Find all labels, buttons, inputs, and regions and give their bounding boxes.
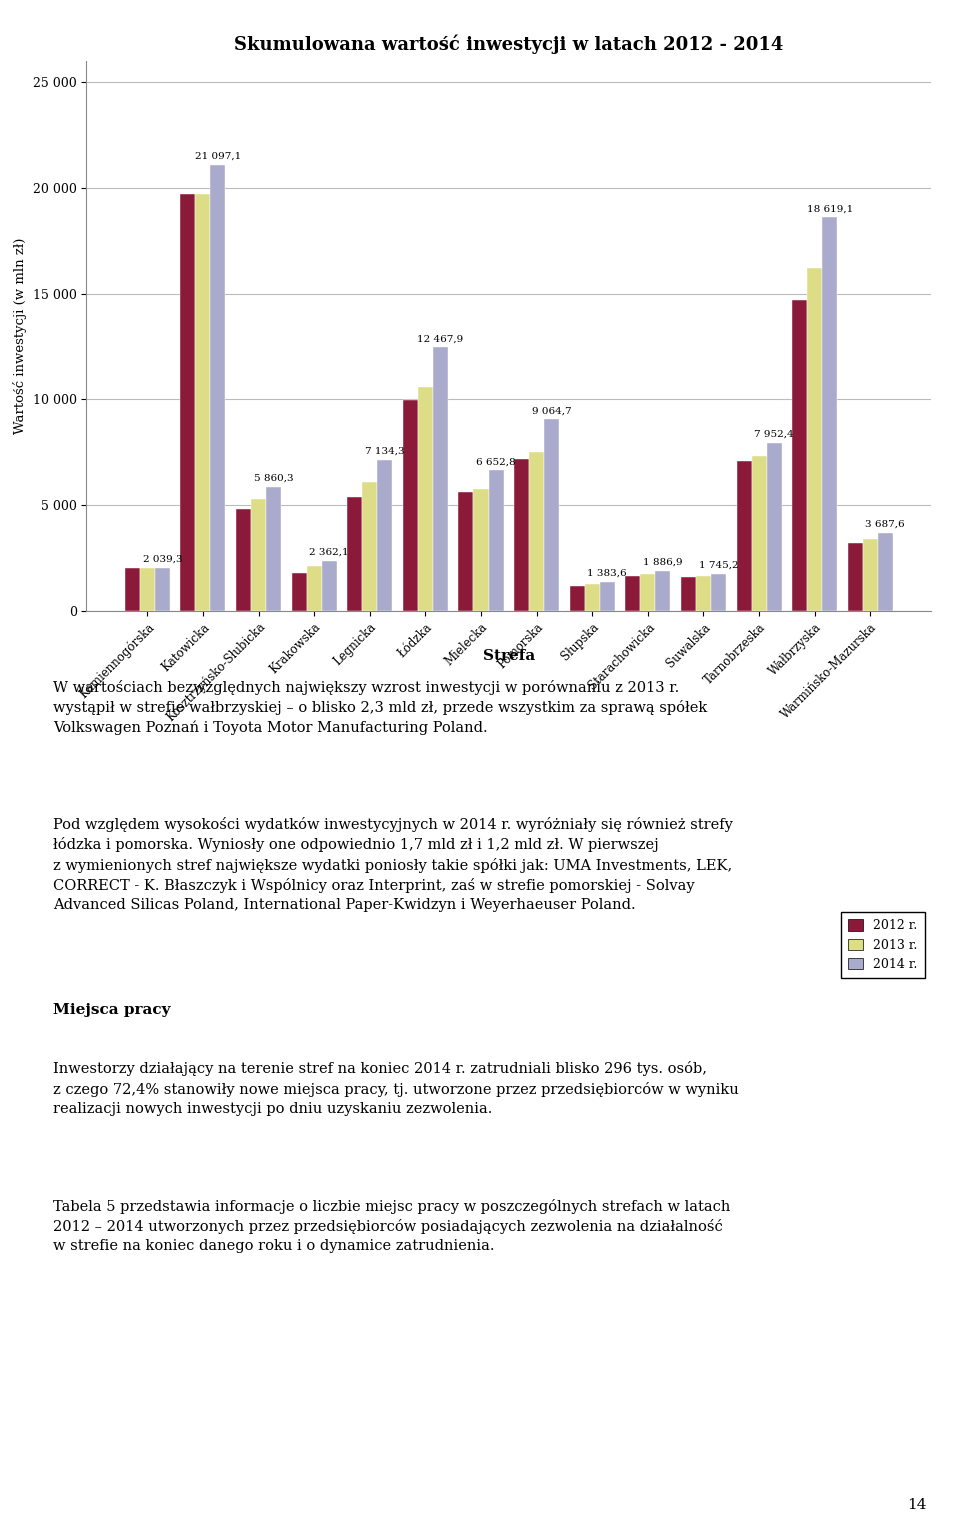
- Bar: [848, 544, 863, 611]
- Bar: [585, 585, 600, 611]
- Text: 21 097,1: 21 097,1: [195, 153, 241, 160]
- Bar: [155, 568, 170, 611]
- Bar: [792, 299, 807, 611]
- Bar: [210, 165, 226, 611]
- Legend: 2012 r., 2013 r., 2014 r.: 2012 r., 2013 r., 2014 r.: [841, 912, 924, 979]
- Bar: [640, 574, 656, 611]
- Bar: [292, 573, 306, 611]
- Text: 2 362,1: 2 362,1: [309, 548, 349, 557]
- Bar: [625, 576, 640, 611]
- Text: Tabela 5 przedstawia informacje o liczbie miejsc pracy w poszczególnych strefach: Tabela 5 przedstawia informacje o liczbi…: [53, 1199, 731, 1254]
- Bar: [681, 577, 696, 611]
- Text: 1 886,9: 1 886,9: [643, 557, 683, 567]
- Bar: [736, 461, 752, 611]
- Bar: [822, 217, 837, 611]
- Text: Inwestorzy działający na terenie stref na koniec 2014 r. zatrudniali blisko 296 : Inwestorzy działający na terenie stref n…: [53, 1061, 738, 1116]
- Y-axis label: Wartość inwestycji (w mln zł): Wartość inwestycji (w mln zł): [13, 238, 27, 434]
- Text: Strefa: Strefa: [483, 649, 535, 663]
- Bar: [473, 489, 489, 611]
- Bar: [377, 460, 393, 611]
- Bar: [418, 386, 433, 611]
- Bar: [544, 418, 559, 611]
- Text: W wartościach bezwzględnych największy wzrost inwestycji w porównaniu z 2013 r.
: W wartościach bezwzględnych największy w…: [53, 680, 708, 734]
- Text: 18 619,1: 18 619,1: [806, 205, 852, 214]
- Bar: [140, 568, 155, 611]
- Bar: [433, 347, 448, 611]
- Text: 14: 14: [907, 1498, 926, 1512]
- Bar: [600, 582, 614, 611]
- Bar: [863, 539, 877, 611]
- Bar: [877, 533, 893, 611]
- Bar: [403, 400, 418, 611]
- Text: Miejsca pracy: Miejsca pracy: [53, 1003, 170, 1017]
- Bar: [807, 269, 822, 611]
- Bar: [767, 443, 781, 611]
- Bar: [362, 483, 377, 611]
- Bar: [306, 567, 322, 611]
- Bar: [348, 496, 362, 611]
- Bar: [251, 499, 266, 611]
- Bar: [515, 458, 529, 611]
- Bar: [322, 560, 337, 611]
- Bar: [196, 194, 210, 611]
- Bar: [711, 574, 726, 611]
- Bar: [180, 194, 196, 611]
- Text: 7 952,4: 7 952,4: [755, 431, 794, 438]
- Bar: [489, 470, 503, 611]
- Bar: [752, 457, 767, 611]
- Bar: [529, 452, 544, 611]
- Text: Pod względem wysokości wydatków inwestycyjnych w 2014 r. wyróżniały się również : Pod względem wysokości wydatków inwestyc…: [53, 817, 732, 912]
- Bar: [459, 492, 473, 611]
- Text: 1 383,6: 1 383,6: [588, 568, 627, 577]
- Bar: [569, 586, 585, 611]
- Bar: [266, 487, 281, 611]
- Text: 6 652,8: 6 652,8: [476, 457, 516, 466]
- Text: 3 687,6: 3 687,6: [866, 521, 905, 528]
- Bar: [696, 576, 711, 611]
- Text: 2 039,3: 2 039,3: [142, 554, 182, 563]
- Text: 9 064,7: 9 064,7: [532, 406, 571, 415]
- Bar: [125, 568, 140, 611]
- Bar: [656, 571, 670, 611]
- Text: 5 860,3: 5 860,3: [253, 473, 294, 483]
- Bar: [236, 510, 251, 611]
- Text: 1 745,2: 1 745,2: [699, 560, 738, 570]
- Text: 7 134,3: 7 134,3: [365, 447, 404, 457]
- Text: 12 467,9: 12 467,9: [418, 334, 464, 344]
- Title: Skumulowana wartość inwestycji w latach 2012 - 2014: Skumulowana wartość inwestycji w latach …: [234, 35, 783, 53]
